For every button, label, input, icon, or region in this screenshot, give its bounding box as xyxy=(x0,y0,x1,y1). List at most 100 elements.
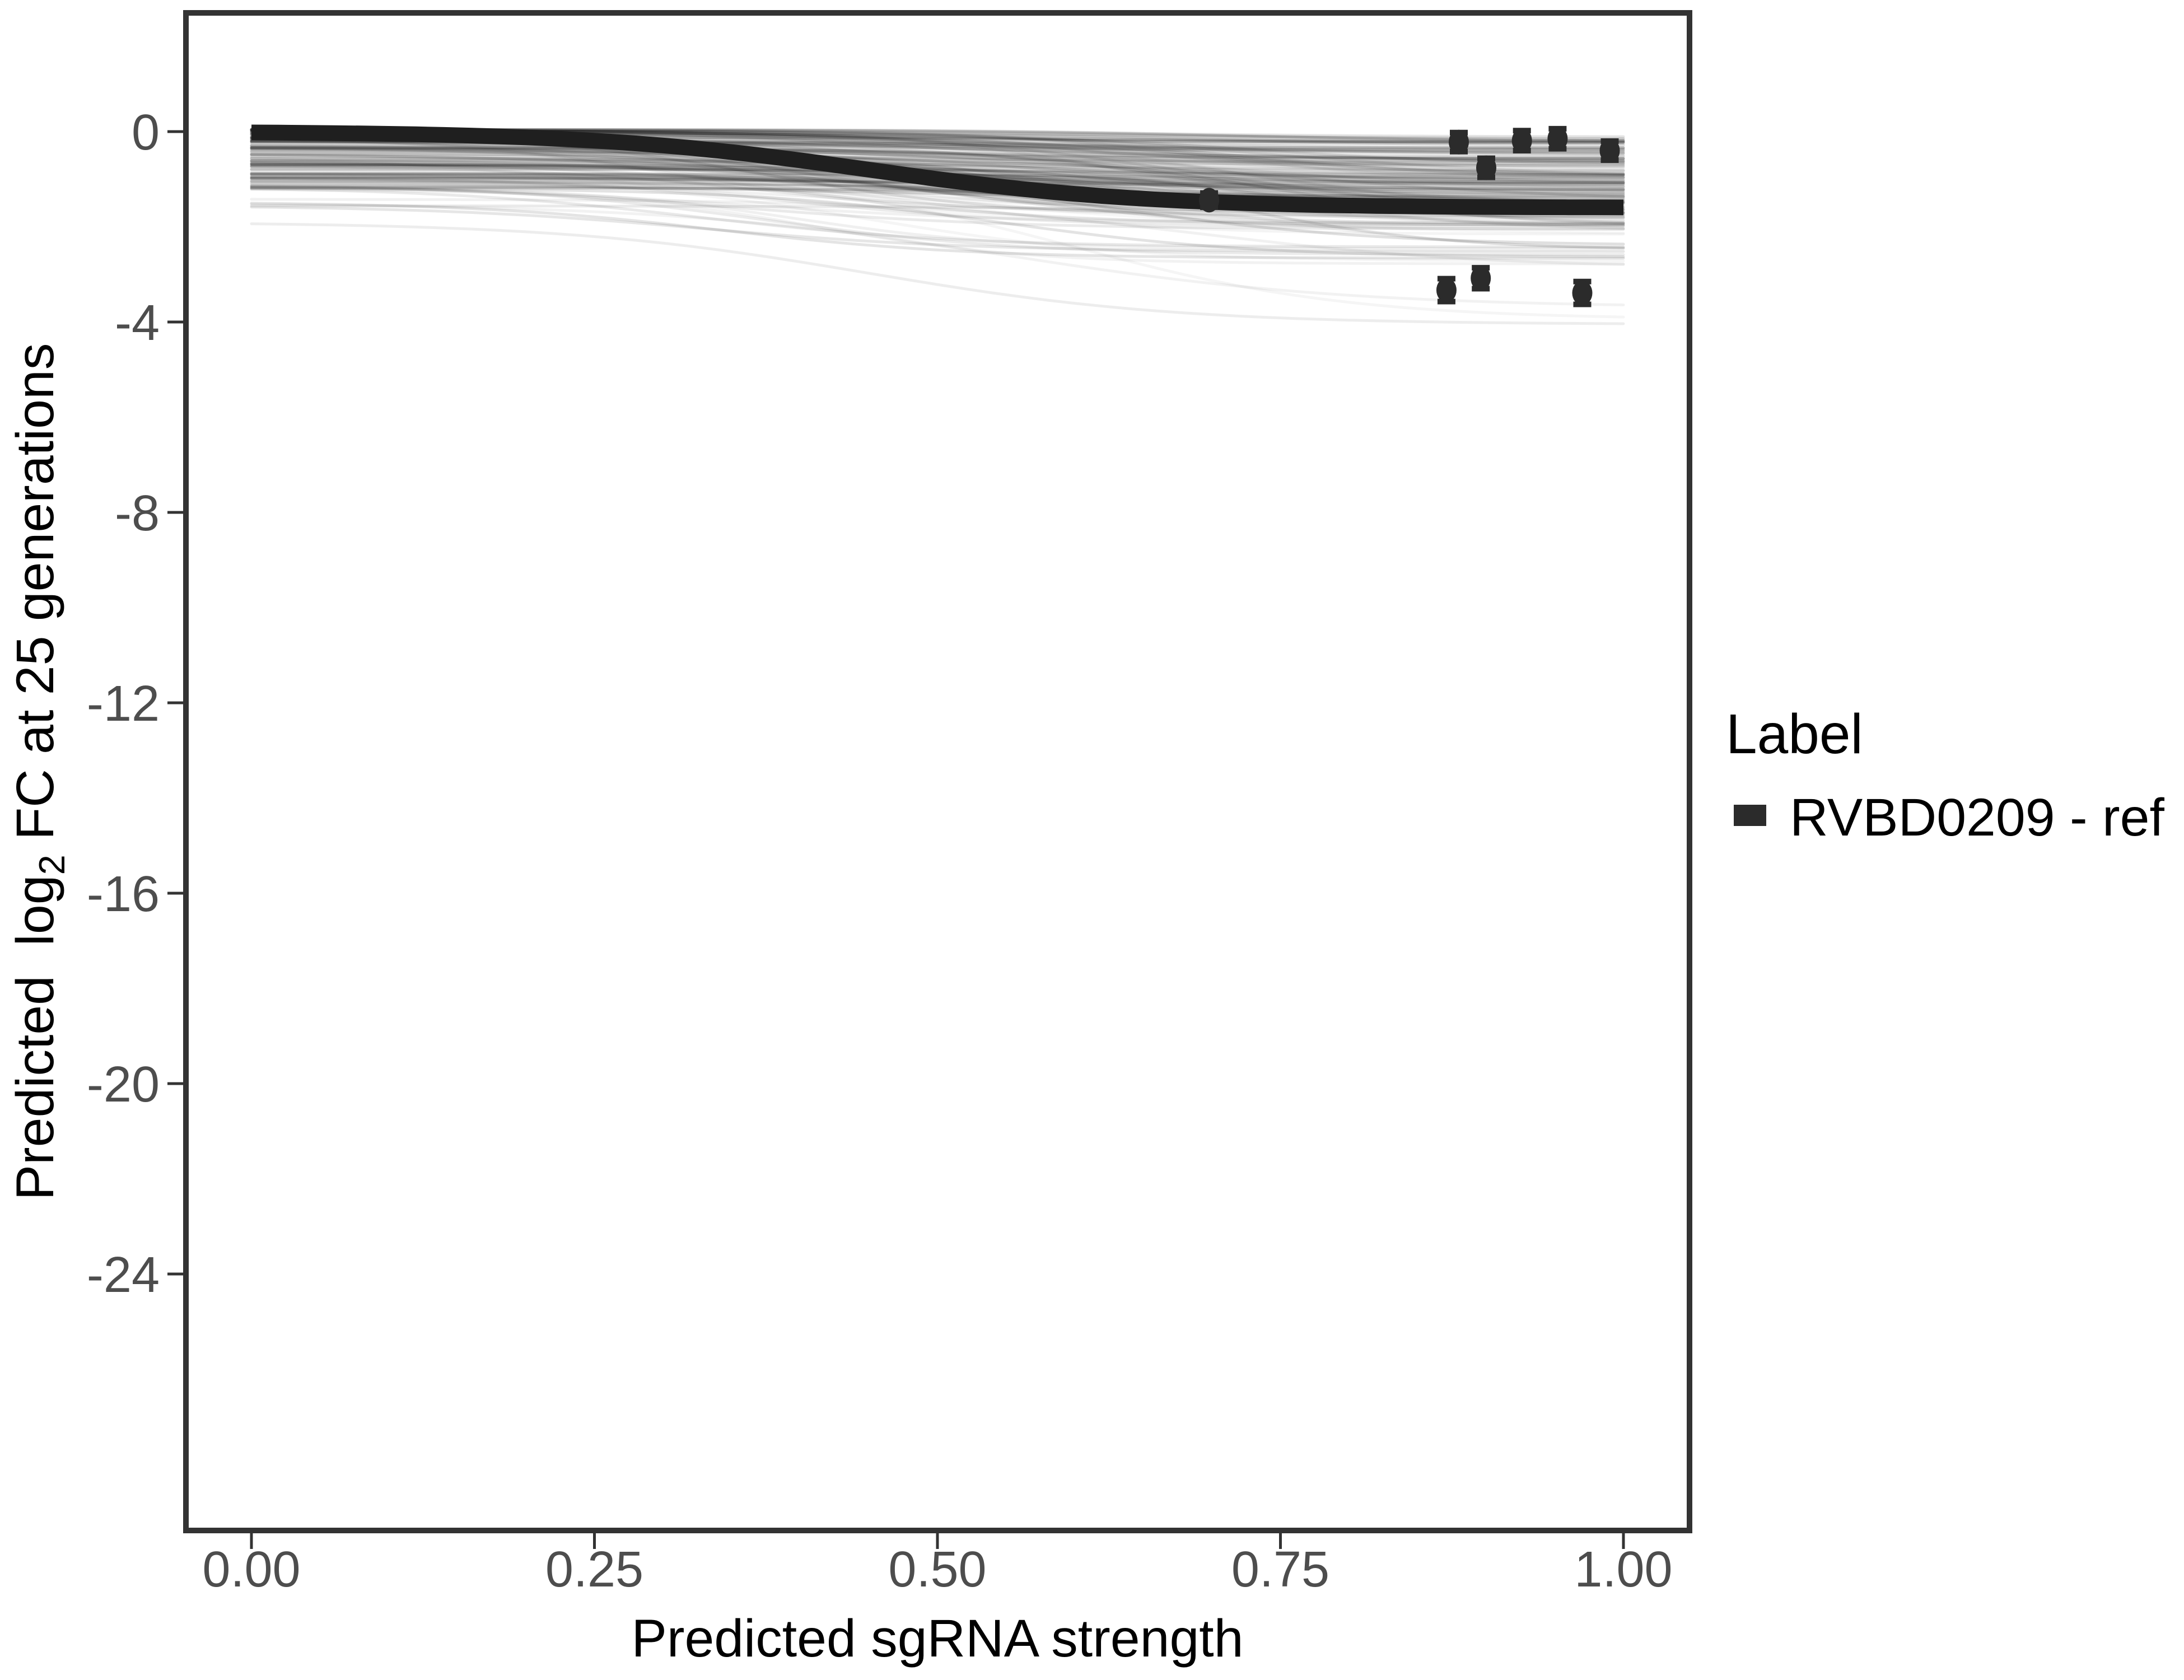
posterior-curve xyxy=(250,146,1625,162)
posterior-curve xyxy=(250,150,1625,177)
legend-title: Label xyxy=(1726,703,1863,766)
posterior-curve xyxy=(250,146,1625,182)
posterior-curve xyxy=(250,152,1625,180)
posterior-curve xyxy=(250,145,1625,170)
y-tick-label: -16 xyxy=(87,866,160,922)
posterior-curve xyxy=(250,165,1625,175)
data-points-group xyxy=(1199,125,1620,307)
posterior-curve xyxy=(250,160,1625,173)
posterior-curve xyxy=(250,155,1625,176)
data-point-marker xyxy=(1449,129,1469,155)
data-point-marker xyxy=(1436,278,1457,303)
legend-item-label: RVBD0209 - ref xyxy=(1790,788,2164,847)
data-point-marker xyxy=(1599,138,1620,163)
posterior-curve xyxy=(250,150,1625,204)
posterior-curve xyxy=(250,144,1625,177)
y-axis-title-subscript: 2 xyxy=(31,855,72,875)
posterior-curve xyxy=(250,176,1625,228)
y-tick-label: -24 xyxy=(87,1247,160,1303)
y-axis-title: Predicted log2 FC at 25 generations xyxy=(6,343,72,1201)
data-point-marker xyxy=(1476,155,1496,180)
y-tick-label: -4 xyxy=(115,295,160,351)
posterior-curve xyxy=(250,157,1625,183)
y-tick-label: -12 xyxy=(87,676,160,732)
posterior-curve xyxy=(250,163,1625,184)
posterior-curve xyxy=(250,185,1625,231)
posterior-curve xyxy=(250,144,1625,167)
posterior-curve xyxy=(250,148,1625,180)
posterior-curve xyxy=(250,184,1625,198)
posterior-curve xyxy=(250,176,1625,225)
posterior-curve xyxy=(250,159,1625,230)
data-point xyxy=(1511,128,1532,153)
posterior-curve xyxy=(250,146,1625,158)
reference-curve-group xyxy=(251,124,1624,216)
posterior-curve xyxy=(250,140,1625,160)
data-point xyxy=(1547,125,1568,152)
data-point xyxy=(1436,276,1457,305)
panel-border xyxy=(183,10,1692,1533)
posterior-curve xyxy=(250,181,1625,220)
data-point-marker xyxy=(1511,128,1532,153)
posterior-curve xyxy=(250,160,1625,204)
posterior-curve xyxy=(250,168,1625,179)
reference-curve xyxy=(251,124,1624,216)
y-tick-label: -20 xyxy=(87,1057,160,1113)
posterior-curve xyxy=(250,171,1625,246)
data-point-marker xyxy=(1572,281,1593,306)
posterior-curve xyxy=(250,162,1625,176)
posterior-curve xyxy=(250,203,1625,306)
posterior-curve xyxy=(250,165,1625,227)
y-axis-title-pre: Predicted log xyxy=(6,875,65,1200)
posterior-curve xyxy=(250,185,1625,250)
legend-line-swatch xyxy=(1734,805,1766,826)
posterior-curve xyxy=(250,162,1625,227)
posterior-curve xyxy=(250,147,1625,203)
posterior-curve xyxy=(250,162,1625,190)
posterior-curve xyxy=(250,180,1625,231)
posterior-curve xyxy=(250,222,1625,325)
posterior-curve xyxy=(250,141,1625,164)
posterior-curve xyxy=(250,178,1625,222)
posterior-curve xyxy=(250,184,1625,256)
posterior-curve xyxy=(250,206,1625,253)
posterior-curve xyxy=(250,183,1625,195)
y-tick-label: -8 xyxy=(115,486,160,542)
posterior-curves-group xyxy=(250,128,1625,325)
posterior-curve xyxy=(250,198,1625,266)
posterior-curve xyxy=(250,185,1625,225)
x-axis-title: Predicted sgRNA strength xyxy=(631,1609,1243,1668)
data-point xyxy=(1449,129,1469,155)
posterior-curve xyxy=(250,187,1625,258)
posterior-curve xyxy=(250,187,1625,249)
data-point xyxy=(1199,188,1220,213)
posterior-curve xyxy=(250,173,1625,319)
legend: Label RVBD0209 - ref xyxy=(1726,703,2164,847)
x-tick-label: 0.75 xyxy=(1231,1542,1329,1598)
y-axis: 0 -4 -8 -12 -16 -20 -24 xyxy=(87,105,183,1303)
data-point xyxy=(1471,265,1491,292)
data-point xyxy=(1572,278,1593,307)
y-axis-title-post: FC at 25 generations xyxy=(6,343,65,855)
y-tick-label: 0 xyxy=(132,105,160,161)
posterior-curve xyxy=(250,149,1625,184)
posterior-curve xyxy=(250,188,1625,265)
data-point-marker xyxy=(1547,126,1568,151)
posterior-curve xyxy=(250,147,1625,188)
x-tick-label: 1.00 xyxy=(1574,1542,1672,1598)
data-point-marker xyxy=(1471,265,1491,291)
posterior-curve xyxy=(250,153,1625,165)
posterior-curve xyxy=(250,202,1625,260)
posterior-curve xyxy=(250,186,1625,250)
posterior-curve xyxy=(250,143,1625,209)
posterior-curve xyxy=(250,185,1625,199)
x-tick-label: 0.50 xyxy=(888,1542,986,1598)
x-tick-label: 0.25 xyxy=(545,1542,643,1598)
data-point xyxy=(1599,138,1620,163)
posterior-curve xyxy=(250,155,1625,172)
x-tick-label: 0.00 xyxy=(202,1542,300,1598)
posterior-curve xyxy=(250,184,1625,199)
posterior-curve xyxy=(250,174,1625,236)
